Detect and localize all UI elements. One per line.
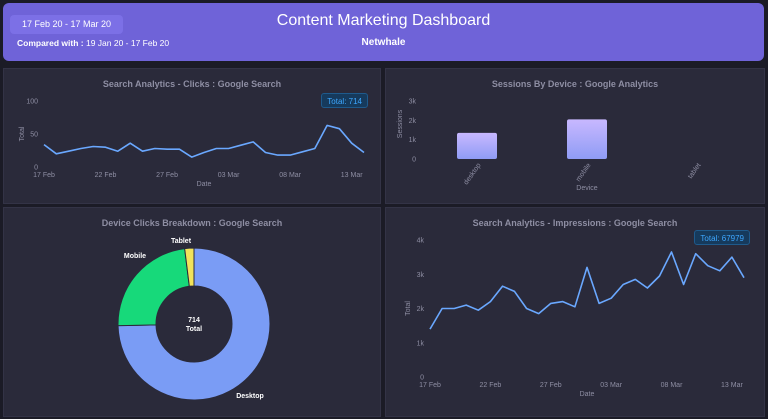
clicks-chart: 0 50 100 17 Feb 22 Feb 27 Feb 03 Mar 08 Mar 13 M…: [19, 99, 365, 188]
device-clicks-panel-title: Device Clicks Breakdown : Google Search: [101, 218, 283, 228]
page-title: Content Marketing Dashboard: [276, 12, 491, 29]
bar-desktop: [457, 132, 497, 159]
x-tick-label: 17 Feb: [33, 172, 55, 179]
x-tick-label: 03 Mar: [600, 382, 622, 389]
clicks-panel-title: Search Analytics - Clicks : Google Searc…: [102, 79, 282, 89]
x-axis-label: Date: [197, 181, 212, 188]
y-tick-label: 4k: [417, 238, 425, 245]
y-tick-label: 2k: [409, 118, 417, 125]
y-axis-label: Total: [405, 301, 412, 316]
y-tick-label: 0: [34, 165, 38, 172]
sessions-panel: Sessions By Device : Google Analytics 0 1…: [385, 68, 765, 204]
slice-label: Desktop: [236, 393, 264, 400]
x-tick-label: 08 Mar: [279, 172, 301, 179]
slice-label: Tablet: [171, 238, 192, 245]
dashboard-header: 17 Feb 20 - 17 Mar 20 Compared with : 19…: [3, 3, 764, 61]
donut-center-label: Total: [186, 326, 202, 333]
x-tick-label: 08 Mar: [661, 382, 683, 389]
y-tick-label: 1k: [409, 137, 417, 144]
y-axis-label: Total: [19, 126, 26, 141]
donut-center-value: 714: [188, 317, 200, 324]
impressions-panel: Search Analytics - Impressions : Google …: [385, 207, 765, 417]
x-tick-label: mobile: [575, 162, 593, 183]
clicks-total-badge: Total: 714: [321, 93, 368, 108]
x-tick-label: 13 Mar: [341, 172, 363, 179]
series-line: [429, 251, 745, 330]
x-tick-label: 22 Feb: [479, 382, 501, 389]
x-axis-label: Device: [576, 185, 598, 192]
slice-desktop: [117, 247, 271, 401]
y-tick-label: 100: [26, 99, 38, 106]
x-tick-label: 27 Feb: [156, 172, 178, 179]
y-tick-label: 50: [30, 132, 38, 139]
compare-range-value: 19 Jan 20 - 17 Feb 20: [85, 38, 170, 48]
impressions-total-badge: Total: 67979: [694, 230, 750, 245]
y-tick-label: 0: [420, 375, 424, 382]
donut-hole: [157, 287, 231, 361]
x-tick-label: 03 Mar: [218, 172, 240, 179]
x-tick-label: 17 Feb: [419, 382, 441, 389]
impressions-panel-title: Search Analytics - Impressions : Google …: [472, 218, 678, 228]
compare-range: Compared with : 19 Jan 20 - 17 Feb 20: [17, 38, 169, 48]
x-axis-label: Date: [580, 391, 595, 398]
sessions-chart: 0 1k 2k 3k desktop mobile tablet Device Sessions: [397, 99, 703, 193]
x-tick-label: 27 Feb: [540, 382, 562, 389]
device-clicks-chart: Desktop Mobile Tablet 714 Total: [117, 238, 271, 401]
bar-mobile: [567, 119, 607, 159]
compare-label: Compared with :: [17, 38, 84, 48]
page-subtitle: Netwhale: [361, 37, 406, 48]
slice-mobile: [117, 248, 190, 327]
x-tick-label: 22 Feb: [95, 172, 117, 179]
y-tick-label: 2k: [417, 306, 425, 313]
series-line: [43, 124, 365, 158]
slice-tablet: [184, 247, 195, 287]
clicks-panel: Search Analytics - Clicks : Google Searc…: [3, 68, 381, 204]
sessions-panel-title: Sessions By Device : Google Analytics: [491, 79, 659, 89]
x-tick-label: 13 Mar: [721, 382, 743, 389]
date-range-picker[interactable]: 17 Feb 20 - 17 Mar 20: [10, 15, 123, 34]
x-tick-label: tablet: [687, 162, 703, 180]
y-axis-label: Sessions: [397, 109, 404, 138]
device-clicks-panel: Device Clicks Breakdown : Google Search …: [3, 207, 381, 417]
y-tick-label: 0: [412, 157, 416, 164]
x-tick-label: desktop: [463, 162, 483, 186]
impressions-chart: 0 1k 2k 3k 4k 17 Feb 22 Feb 27 Feb 03 Mar 08 Mar 1…: [405, 238, 745, 398]
slice-label: Mobile: [124, 253, 146, 260]
y-tick-label: 3k: [417, 272, 425, 279]
y-tick-label: 3k: [409, 99, 417, 106]
y-tick-label: 1k: [417, 340, 425, 347]
